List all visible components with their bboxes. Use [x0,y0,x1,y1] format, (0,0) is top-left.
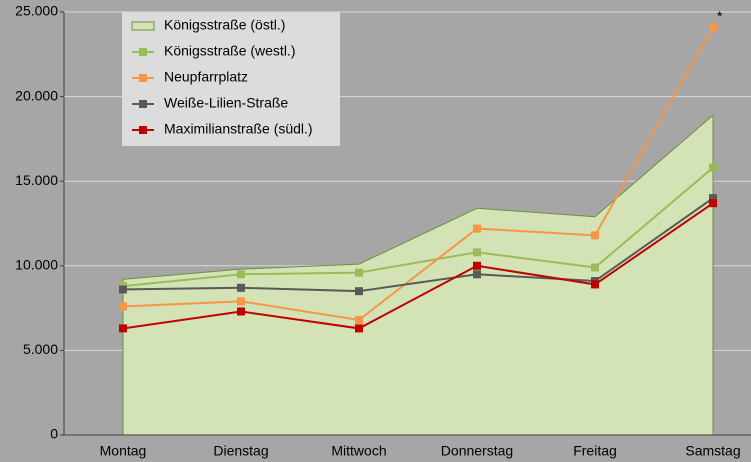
marker [119,324,127,333]
x-tick-label: Donnerstag [441,443,513,459]
legend-label: Königsstraße (westl.) [164,43,295,59]
marker [237,270,245,279]
legend-label: Königsstraße (östl.) [164,17,285,33]
y-tick-label: 25.000 [15,3,58,19]
legend-label: Maximilianstraße (südl.) [164,121,313,137]
legend-label: Weiße-Lilien-Straße [164,95,288,111]
marker [709,194,717,203]
marker [709,163,717,172]
legend: Königsstraße (östl.) Königsstraße (westl.… [122,12,340,146]
legend-swatch [131,21,155,31]
marker [237,307,245,316]
marker [591,231,599,240]
marker [709,199,717,208]
x-tick-label: Dienstag [213,443,268,459]
marker [237,283,245,292]
y-tick-label: 0 [50,426,58,442]
line [122,166,714,288]
marker [237,297,245,306]
legend-marker [139,126,147,134]
marker [709,23,717,32]
marker [473,224,481,233]
y-tick-label: 20.000 [15,87,58,103]
marker [355,287,363,296]
line [122,26,714,321]
marker [473,270,481,279]
legend-marker [139,48,147,56]
x-tick-label: Samstag [685,443,740,459]
line [122,197,714,293]
marker [591,280,599,289]
marker [355,268,363,277]
y-tick-label: 5.000 [23,341,58,357]
marker [473,248,481,257]
marker [355,324,363,333]
legend-marker [139,74,147,82]
y-tick-label: 10.000 [15,257,58,273]
y-tick-label: 15.000 [15,172,58,188]
legend-box [122,12,340,146]
marker [355,315,363,324]
legend-marker [139,100,147,108]
marker [119,302,127,311]
annotation: * [717,8,723,24]
marker [591,263,599,272]
marker [473,261,481,270]
marker [119,285,127,294]
x-tick-label: Mittwoch [331,443,386,459]
legend-label: Neupfarrplatz [164,69,248,85]
line [122,202,714,330]
x-tick-label: Montag [100,443,147,459]
x-tick-label: Freitag [573,443,617,459]
